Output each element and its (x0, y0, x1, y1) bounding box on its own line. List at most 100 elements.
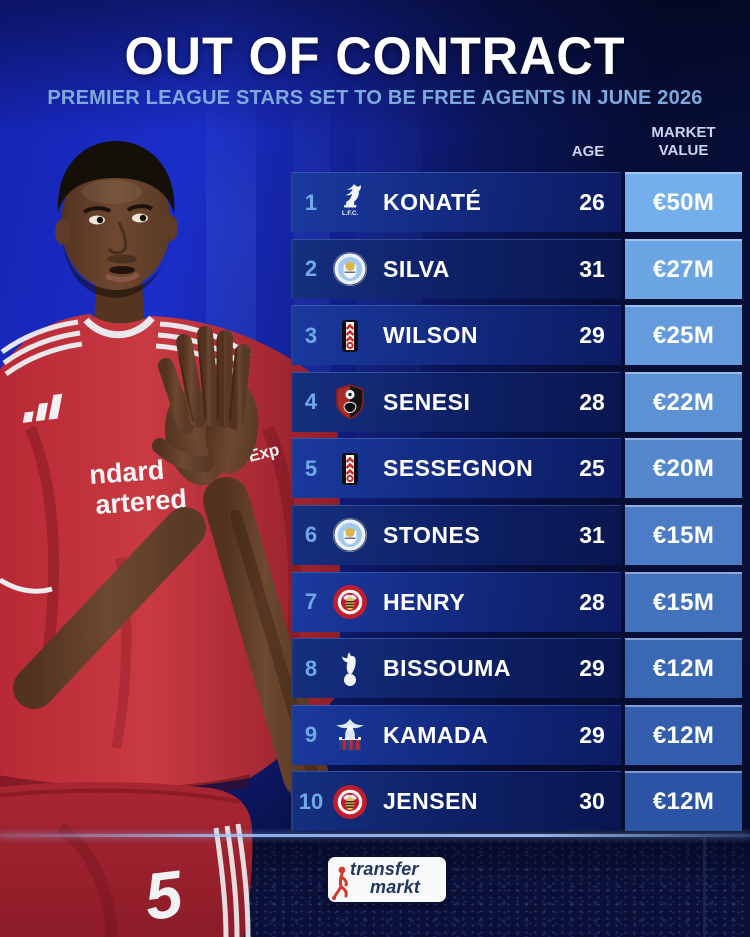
table-row-main: 2 SILVA 31 (291, 238, 621, 299)
age-value: 28 (579, 588, 605, 615)
table-row: 8 BISSOUMA 29 €12M (291, 638, 742, 699)
market-value: €12M (652, 721, 715, 749)
column-header-age: AGE (571, 143, 605, 160)
age-value: 29 (579, 655, 605, 682)
table-row-main: 1 L.F.C. KONATÉ 26 (291, 172, 621, 232)
age-value: 31 (579, 255, 605, 282)
brentford-badge-icon (329, 782, 371, 822)
shirt-collar (83, 315, 155, 339)
table-row: 7 HENRY 28 €15M (291, 571, 742, 632)
table-row-main: 8 BISSOUMA 29 (291, 638, 621, 699)
table-row: 5 SESSEGNON 25 €20M (291, 438, 742, 499)
fulham-badge-icon (329, 449, 371, 489)
rank-label: 8 (304, 655, 318, 681)
table-row-main: 10 JENSEN 30 (291, 771, 621, 832)
rank-label: 3 (304, 322, 318, 348)
age-value: 31 (579, 521, 605, 548)
market-value-cell: €15M (625, 504, 742, 565)
page-title: OUT OF CONTRACT (124, 27, 626, 86)
transfermarkt-player-icon (332, 866, 348, 900)
rank-label: 6 (304, 522, 318, 548)
rank-label: 5 (304, 455, 318, 481)
liverpool-badge-icon: L.F.C. (329, 183, 371, 223)
sleeve-cuff (0, 577, 53, 594)
player-name: BISSOUMA (383, 655, 511, 682)
market-value-cell: €12M (625, 638, 742, 699)
rank-label: 7 (304, 589, 318, 615)
market-value-cell: €20M (625, 438, 742, 499)
player-name: SESSEGNON (383, 455, 534, 482)
table-row: 4 SENESI 28 €22M (291, 371, 742, 432)
market-value-cell: €25M (625, 305, 742, 366)
column-header-market-value: MARKET VALUE (625, 124, 742, 160)
market-value: €50M (652, 189, 715, 216)
market-value-cell: €22M (625, 371, 742, 432)
player-name: HENRY (383, 588, 466, 615)
transfermarkt-logo-line2: markt (370, 877, 421, 897)
market-value-cell: €50M (625, 172, 742, 232)
crystal-palace-badge-icon (329, 715, 371, 755)
man-city-badge-icon (329, 249, 371, 289)
player-left-forearm (13, 507, 206, 709)
ranking-table: 1 L.F.C. KONATÉ 26 €50M 2 SILVA 31 €27M (291, 172, 742, 838)
age-value: 28 (579, 388, 605, 415)
player-name: JENSEN (383, 788, 479, 815)
tottenham-badge-icon (329, 649, 371, 689)
transfermarkt-logo-line1: transfer (350, 859, 419, 879)
table-row: 6 STONES 31 €15M (291, 504, 742, 565)
table-row-main: 5 SESSEGNON 25 (291, 438, 621, 499)
brentford-badge-icon (329, 582, 371, 622)
age-value: 29 (579, 721, 605, 748)
market-value: €12M (652, 655, 715, 683)
page-subtitle: PREMIER LEAGUE STARS SET TO BE FREE AGEN… (47, 87, 703, 109)
market-value: €27M (652, 255, 715, 283)
age-value: 29 (579, 322, 605, 349)
shorts-waistband (0, 788, 241, 804)
player-name: SENESI (383, 388, 471, 415)
transfermarkt-logo: transfer markt (328, 857, 446, 902)
age-value: 25 (579, 455, 605, 482)
market-value: €15M (652, 521, 715, 549)
player-shorts (0, 782, 253, 937)
adidas-logo-icon (22, 393, 63, 423)
market-value-header-line1: MARKET (651, 124, 716, 141)
table-row-main: 7 HENRY 28 (291, 571, 621, 632)
table-row-main: 4 SENESI 28 (291, 371, 621, 432)
age-value: 26 (579, 189, 605, 215)
market-value-cell: €12M (625, 704, 742, 765)
light-beam (703, 838, 706, 937)
player-photo-konate: ndard artered Exp (0, 141, 340, 937)
fulham-badge-icon (329, 316, 371, 356)
divider-glow-line (0, 834, 750, 837)
market-value-cell: €27M (625, 238, 742, 299)
player-name: SILVA (383, 255, 450, 282)
table-row: 3 WILSON 29 €25M (291, 305, 742, 366)
table-row-main: 9 KAMADA 29 (291, 704, 621, 765)
market-value: €15M (652, 588, 715, 616)
market-value-header-line2: VALUE (658, 142, 709, 159)
rank-label: 4 (304, 389, 318, 415)
market-value: €12M (652, 788, 715, 816)
bournemouth-badge-icon (329, 382, 371, 422)
rank-label: 10 (298, 788, 324, 814)
svg-text:L.F.C.: L.F.C. (342, 211, 358, 217)
player-name: WILSON (383, 322, 478, 349)
market-value-cell: €12M (625, 771, 742, 832)
player-hair (57, 141, 175, 214)
man-city-badge-icon (329, 515, 371, 555)
table-row: 2 SILVA 31 €27M (291, 238, 742, 299)
table-row-main: 6 STONES 31 (291, 504, 621, 565)
table-row: 10 JENSEN 30 €12M (291, 771, 742, 832)
player-head (55, 141, 178, 298)
player-name: KONATÉ (383, 189, 482, 215)
rank-label: 2 (304, 256, 318, 282)
table-row: 9 KAMADA 29 €12M (291, 704, 742, 765)
market-value-cell: €15M (625, 571, 742, 632)
market-value: €25M (652, 322, 715, 350)
shirt-sponsor-text: ndard (88, 455, 165, 490)
market-value: €22M (652, 388, 715, 416)
age-value: 30 (579, 788, 605, 815)
rank-label: 1 (304, 189, 318, 215)
market-value: €20M (652, 455, 715, 483)
